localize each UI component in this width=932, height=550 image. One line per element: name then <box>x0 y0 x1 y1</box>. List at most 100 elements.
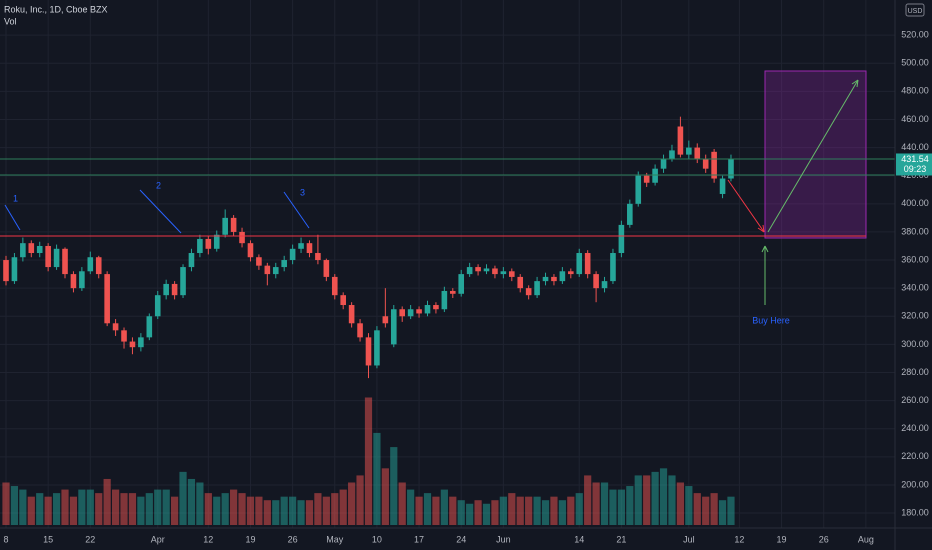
candle-body <box>315 253 321 261</box>
volume-bar <box>272 500 280 525</box>
volume-bar <box>499 496 507 525</box>
volume-bar <box>213 496 221 525</box>
x-tick-label: 22 <box>85 534 95 544</box>
volume-bar <box>19 489 27 525</box>
candle-body <box>374 330 380 366</box>
candle-body <box>660 158 667 169</box>
currency-box[interactable] <box>905 3 925 17</box>
volume-bar <box>187 478 196 525</box>
y-tick-label: 380.00 <box>901 226 929 236</box>
candle-body <box>677 126 684 155</box>
candle-body <box>272 267 279 275</box>
candle-body <box>163 283 169 296</box>
volume-bar <box>154 489 162 525</box>
volume-bar <box>204 493 212 525</box>
volume-bar <box>348 482 356 525</box>
volume-bar <box>356 475 364 525</box>
y-tick-label: 440.00 <box>901 142 929 152</box>
candle-body <box>365 337 372 366</box>
candle-body <box>129 341 136 348</box>
candle-body <box>95 257 102 275</box>
arrow-head <box>851 79 859 88</box>
candle-body <box>188 253 195 268</box>
volume-bar <box>398 482 406 525</box>
grid <box>0 0 895 528</box>
volume-bar <box>651 471 659 525</box>
wave-arrow <box>4 204 21 231</box>
x-tick-label: May <box>326 534 344 544</box>
green-arrow <box>767 79 859 233</box>
volume-bar <box>171 496 179 525</box>
candle-body <box>213 234 220 249</box>
x-tick-label: Aug <box>858 534 874 544</box>
axes: 180.00 200.00 220.00 240.00 260.00 280.00 300.… <box>3 30 932 544</box>
volume-bar <box>550 496 558 525</box>
y-tick-label: 280.00 <box>901 367 929 377</box>
currency[interactable]: USD <box>908 8 923 15</box>
last-price-box <box>896 153 932 176</box>
volume-bar <box>255 496 263 525</box>
volume-bar <box>246 496 255 525</box>
candle-body <box>390 309 397 345</box>
volume-bar <box>179 471 187 525</box>
volume-bar <box>221 493 229 525</box>
volume-bar <box>36 493 44 525</box>
y-tick-label: 320.00 <box>901 311 929 321</box>
red-arrow <box>727 179 765 233</box>
wave-label: 1 <box>13 193 18 203</box>
x-tick-label: 10 <box>372 534 382 544</box>
arrow-head <box>761 245 769 253</box>
volume-bar <box>381 468 389 525</box>
candle-body <box>281 260 287 268</box>
countdown: 09:23 <box>904 164 927 174</box>
x-tick-label: 14 <box>574 534 584 544</box>
volume-bar <box>558 500 566 525</box>
wave-arrow <box>283 191 310 229</box>
candle-body <box>357 323 363 338</box>
candle-body <box>323 260 330 277</box>
volume-bar <box>685 486 693 525</box>
drawings: 1 2 3 Buy Here <box>0 70 895 325</box>
candle-body <box>180 267 186 296</box>
x-tick-label: Jun <box>496 534 511 544</box>
y-tick-label: 460.00 <box>901 114 929 124</box>
candle-body <box>222 217 228 235</box>
candle-body <box>728 159 734 179</box>
y-tick-label: 340.00 <box>901 283 929 293</box>
y-tick-label: 240.00 <box>901 423 929 433</box>
candle-body <box>584 253 591 275</box>
candle-body <box>306 243 313 254</box>
volume-bar <box>373 432 381 525</box>
volume-label: Vol <box>4 16 17 26</box>
candle-body <box>79 271 85 289</box>
candle-body <box>694 147 701 159</box>
candle-body <box>534 281 540 296</box>
candle-body <box>28 243 35 254</box>
y-tick-label: 500.00 <box>901 58 929 68</box>
x-tick-label: 21 <box>616 534 626 544</box>
candle-body <box>171 283 178 296</box>
volume-bar <box>541 500 550 525</box>
volume-bar <box>423 493 432 525</box>
candle-body <box>112 323 119 331</box>
wave-arrow <box>139 189 182 234</box>
candle-body <box>559 271 566 282</box>
candle-body <box>239 231 245 244</box>
volume-bar <box>111 489 120 525</box>
volume-bar <box>69 496 78 525</box>
candle-body <box>719 178 726 194</box>
volume-bar <box>390 447 398 525</box>
volume-bar <box>575 493 583 525</box>
volume-bar <box>86 489 94 525</box>
volume-bar <box>27 496 35 525</box>
candle-body <box>525 288 532 296</box>
candle-body <box>399 309 406 317</box>
y-tick-label: 400.00 <box>901 198 929 208</box>
volume-bar <box>718 500 727 525</box>
candle-body <box>449 290 456 294</box>
candle-body <box>635 175 642 204</box>
candle-body <box>87 257 94 272</box>
candle-body <box>340 295 346 306</box>
candle-body <box>298 243 304 249</box>
